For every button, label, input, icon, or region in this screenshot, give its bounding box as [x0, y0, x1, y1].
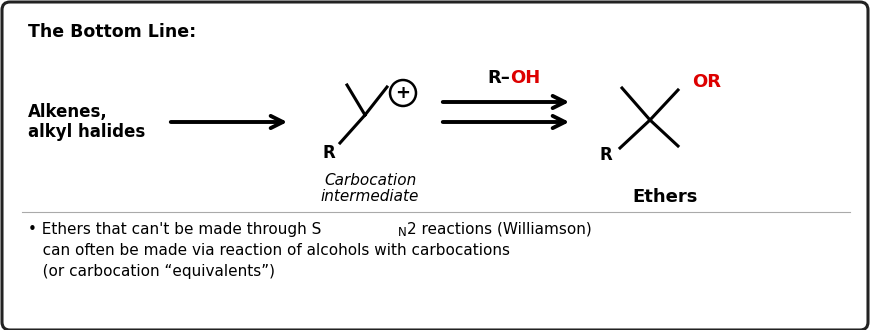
Text: (or carbocation “equivalents”): (or carbocation “equivalents”)	[28, 264, 275, 279]
Text: OR: OR	[692, 73, 721, 91]
Text: • Ethers that can't be made through S: • Ethers that can't be made through S	[28, 222, 322, 237]
Text: N: N	[398, 226, 406, 239]
Text: +: +	[396, 84, 411, 102]
Text: alkyl halides: alkyl halides	[28, 123, 146, 141]
Text: The Bottom Line:: The Bottom Line:	[28, 23, 196, 41]
Text: R: R	[600, 146, 612, 164]
Text: can often be made via reaction of alcohols with carbocations: can often be made via reaction of alcoho…	[28, 243, 510, 258]
Text: R: R	[323, 144, 336, 162]
Text: intermediate: intermediate	[321, 189, 419, 204]
Text: OH: OH	[510, 69, 541, 87]
Text: Ethers: Ethers	[632, 188, 698, 206]
Text: Alkenes,: Alkenes,	[28, 103, 108, 121]
Text: Carbocation: Carbocation	[324, 173, 416, 188]
Text: R–: R–	[487, 69, 510, 87]
Text: 2 reactions (Williamson): 2 reactions (Williamson)	[407, 222, 592, 237]
